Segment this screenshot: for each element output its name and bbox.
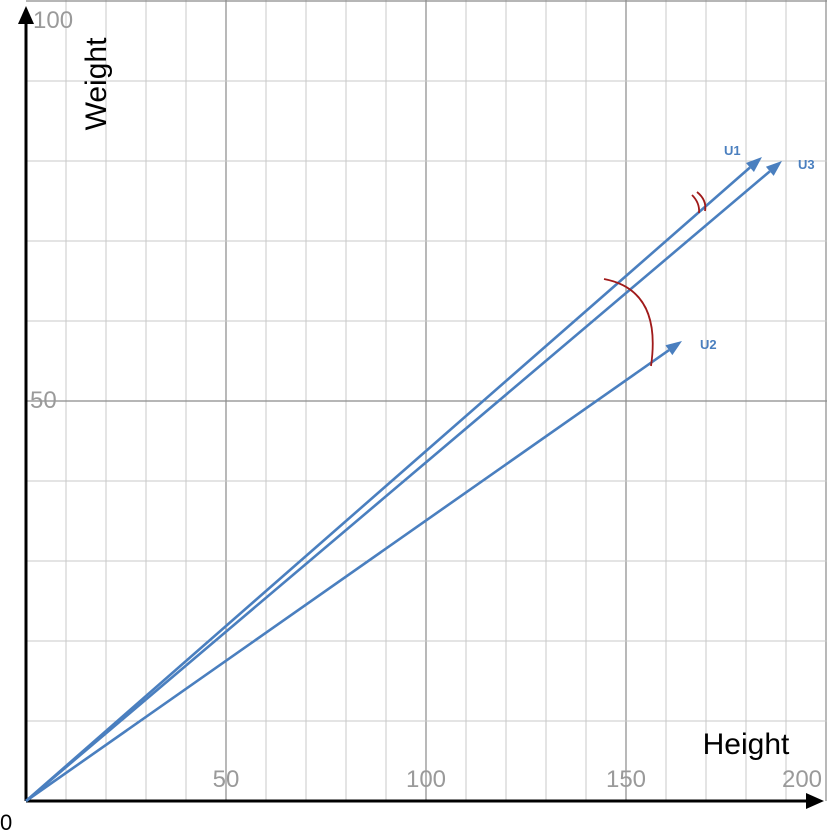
vector-u1-arrowhead-icon xyxy=(746,157,762,173)
y-axis xyxy=(18,6,34,801)
vectors: U1 U2 U3 xyxy=(25,143,815,803)
x-axis xyxy=(26,793,824,809)
vector-label-u3: U3 xyxy=(798,157,815,172)
angle-arc-u1-u3-inner xyxy=(691,194,701,214)
x-axis-label: Height xyxy=(703,728,790,761)
vector-u2-arrowhead-icon xyxy=(665,341,682,356)
x-tick-label: 50 xyxy=(213,766,240,793)
y-tick-label: 50 xyxy=(30,387,57,414)
y-axis-label: Weight xyxy=(80,37,113,130)
vector-u1 xyxy=(25,166,751,802)
vector-u2 xyxy=(25,349,670,803)
y-tick-label: 100 xyxy=(33,7,73,34)
x-tick-label: 150 xyxy=(606,766,646,793)
x-tick-label: 200 xyxy=(782,766,822,793)
y-axis-arrow-icon xyxy=(18,6,34,24)
x-axis-arrow-icon xyxy=(806,793,824,809)
vector-label-u1: U1 xyxy=(724,143,741,158)
angle-arcs xyxy=(603,191,707,367)
origin-label: 0 xyxy=(0,810,12,835)
vector-label-u2: U2 xyxy=(700,337,717,352)
vector-u3 xyxy=(25,170,771,802)
angle-arc-u1-u3-outer xyxy=(696,191,707,212)
x-tick-label: 100 xyxy=(406,766,446,793)
vector-u3-arrowhead-icon xyxy=(765,161,782,176)
angle-arc-u1-u2 xyxy=(603,278,654,367)
grid xyxy=(26,0,827,801)
